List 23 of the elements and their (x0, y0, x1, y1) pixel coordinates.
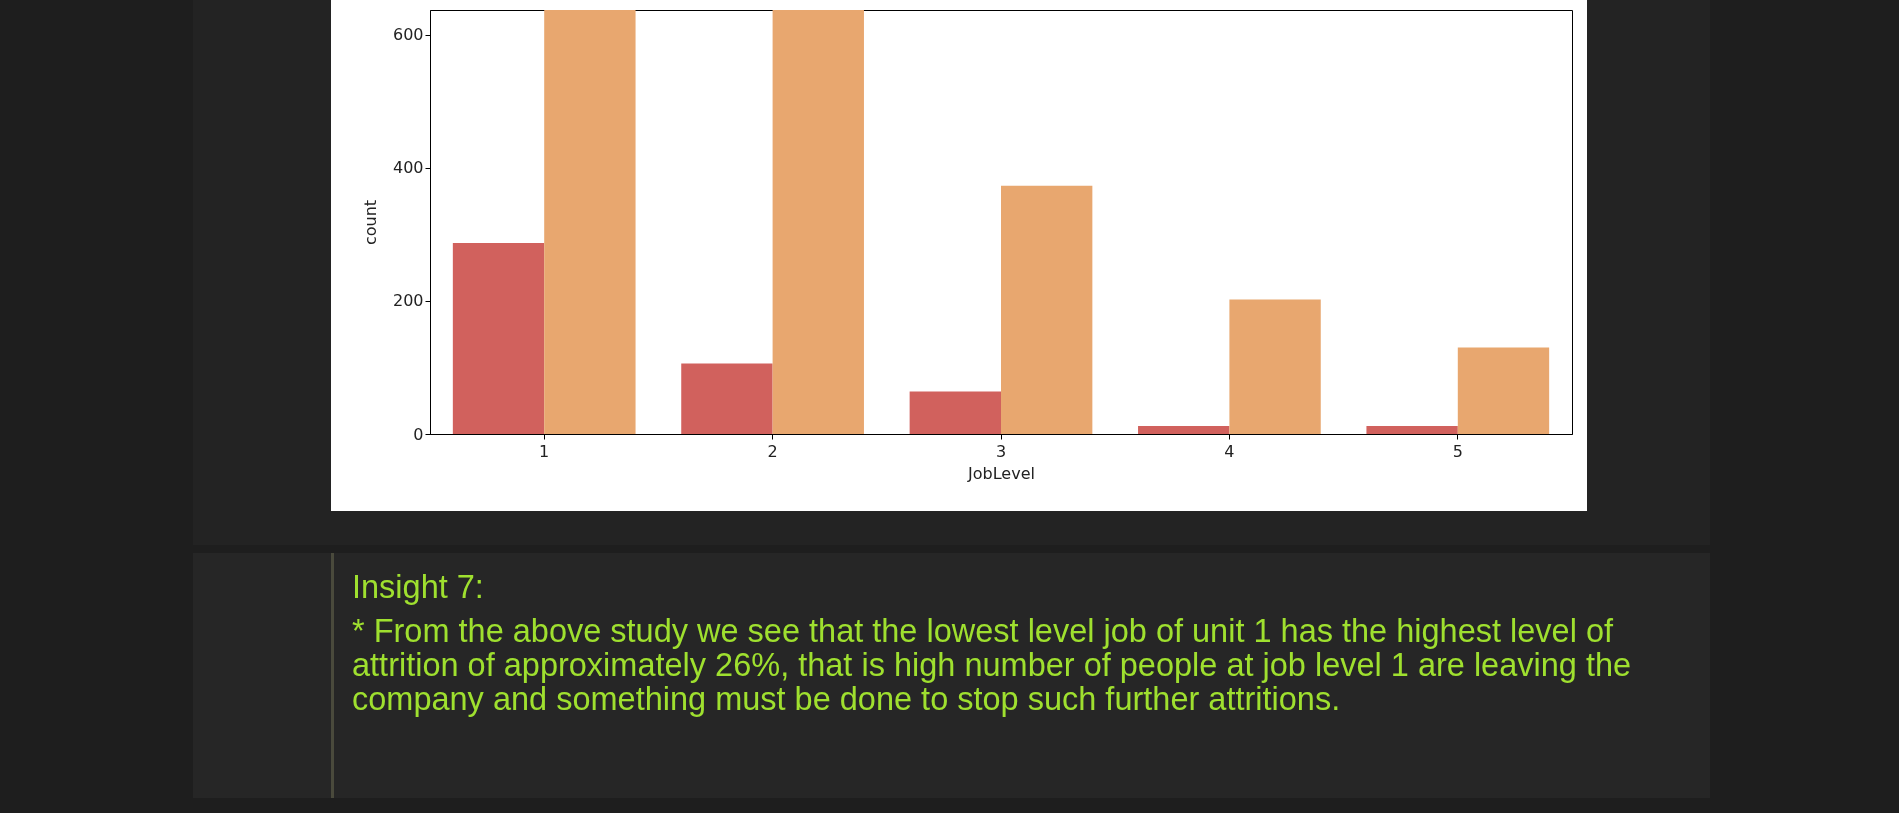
x-tick-label: 4 (1224, 441, 1235, 461)
x-tick-label: 2 (767, 441, 778, 461)
text: * From the above study we see that the lowest level job of unit 1 has the highest level of attrition of approximately 26%, that is high number of people at job level 1 are leaving the company and something must be done to stop such further attritions. (352, 613, 1633, 718)
x-tick-label: 1 (539, 441, 550, 461)
bar (1457, 347, 1550, 434)
bar (544, 10, 636, 434)
x-tick-label: 3 (995, 441, 1007, 461)
bar (1229, 299, 1321, 434)
x-axis-title: JobLevel (967, 463, 1035, 483)
bar (772, 10, 864, 434)
text: Insight 7: (352, 569, 485, 605)
bar (1366, 426, 1458, 434)
y-tick-label: 600 (392, 25, 424, 45)
bar (681, 363, 773, 434)
bar (1001, 185, 1093, 434)
y-tick-label: 200 (392, 291, 424, 311)
bar (452, 242, 545, 434)
bar (1138, 426, 1230, 434)
y-tick-label: 400 (392, 158, 424, 178)
y-tick-label: 0 (413, 424, 424, 444)
y-axis-title: count (360, 199, 380, 246)
x-tick-label: 5 (1452, 441, 1463, 461)
bar (909, 391, 1001, 434)
